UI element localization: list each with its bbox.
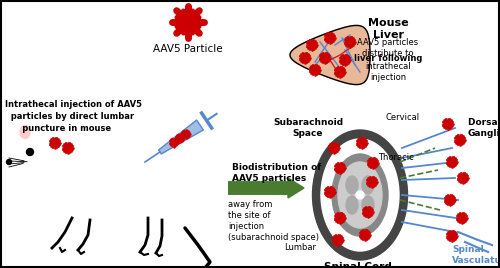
Circle shape xyxy=(26,148,34,155)
Ellipse shape xyxy=(312,130,408,260)
Polygon shape xyxy=(290,25,370,85)
Text: Dorsal Root
Ganglia: Dorsal Root Ganglia xyxy=(468,118,500,138)
Ellipse shape xyxy=(90,147,190,233)
Ellipse shape xyxy=(346,196,358,214)
Ellipse shape xyxy=(26,143,190,248)
Text: Cervical: Cervical xyxy=(385,114,419,122)
Text: Mouse
Liver: Mouse Liver xyxy=(368,18,408,40)
Text: AAV5 particles
distribute to: AAV5 particles distribute to xyxy=(358,38,418,58)
Ellipse shape xyxy=(332,154,388,236)
Text: Lumbar: Lumbar xyxy=(284,244,316,252)
Text: Spinal
Vasculature: Spinal Vasculature xyxy=(452,245,500,265)
Ellipse shape xyxy=(20,125,30,139)
Ellipse shape xyxy=(17,122,33,142)
Ellipse shape xyxy=(362,176,374,194)
Text: Spinal Cord: Spinal Cord xyxy=(324,262,392,268)
Text: AAV5 Particle: AAV5 Particle xyxy=(153,44,223,54)
Polygon shape xyxy=(288,178,304,198)
Text: Biodistribution of
AAV5 particles: Biodistribution of AAV5 particles xyxy=(232,163,321,183)
Circle shape xyxy=(181,15,195,29)
Circle shape xyxy=(356,191,364,199)
Text: away from
the site of
injection
(subarachnoid space): away from the site of injection (subarac… xyxy=(228,200,319,242)
Ellipse shape xyxy=(346,176,358,194)
Text: Intrathecal injection of AAV5
  particles by direct lumbar
      puncture in mou: Intrathecal injection of AAV5 particles … xyxy=(5,100,142,133)
Text: Subarachnoid
Space: Subarachnoid Space xyxy=(273,118,343,138)
Ellipse shape xyxy=(338,162,382,228)
Circle shape xyxy=(6,159,12,165)
Ellipse shape xyxy=(145,147,205,203)
Ellipse shape xyxy=(321,139,399,251)
Text: liver following: liver following xyxy=(354,54,422,63)
Text: intrathecal
injection: intrathecal injection xyxy=(365,62,411,82)
Polygon shape xyxy=(158,120,204,154)
Ellipse shape xyxy=(52,151,92,185)
Circle shape xyxy=(6,126,70,190)
Text: Thoracic: Thoracic xyxy=(378,152,414,162)
Ellipse shape xyxy=(362,196,374,214)
